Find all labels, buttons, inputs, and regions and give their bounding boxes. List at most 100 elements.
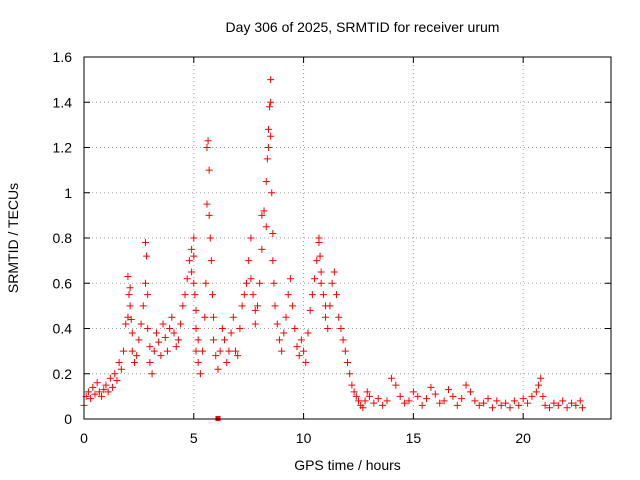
data-point bbox=[229, 313, 237, 321]
data-point bbox=[212, 352, 220, 360]
data-point bbox=[339, 336, 347, 344]
data-point bbox=[266, 103, 274, 111]
data-point bbox=[510, 397, 518, 405]
data-point bbox=[383, 397, 391, 405]
data-point bbox=[431, 390, 439, 398]
data-point bbox=[374, 395, 382, 403]
data-point bbox=[453, 401, 461, 409]
data-point bbox=[291, 325, 299, 332]
data-point bbox=[100, 386, 108, 394]
x-tick-label: 0 bbox=[80, 430, 88, 446]
data-point bbox=[131, 358, 139, 366]
data-points bbox=[80, 76, 586, 421]
data-point bbox=[260, 207, 268, 215]
data-point bbox=[405, 397, 413, 405]
data-point bbox=[115, 358, 123, 366]
data-point bbox=[206, 234, 214, 242]
data-point bbox=[271, 302, 279, 310]
data-point bbox=[203, 144, 211, 151]
data-point bbox=[95, 388, 103, 396]
y-tick-label: 0 bbox=[64, 411, 72, 427]
data-point bbox=[333, 291, 341, 299]
data-point bbox=[316, 252, 324, 260]
data-point bbox=[346, 370, 354, 378]
data-point bbox=[188, 268, 196, 276]
data-point bbox=[436, 399, 444, 407]
data-point bbox=[166, 325, 174, 332]
data-point bbox=[106, 374, 114, 382]
data-point bbox=[350, 388, 358, 396]
data-point bbox=[218, 325, 226, 332]
data-point bbox=[488, 404, 496, 412]
data-point bbox=[144, 291, 152, 299]
data-point bbox=[152, 329, 160, 337]
data-point bbox=[363, 388, 371, 396]
data-point bbox=[236, 325, 244, 332]
x-tick-label: 20 bbox=[515, 430, 531, 446]
data-point bbox=[127, 315, 135, 323]
data-point bbox=[264, 144, 272, 151]
data-point bbox=[418, 401, 426, 409]
data-point bbox=[128, 329, 136, 337]
data-point bbox=[484, 395, 492, 403]
data-point bbox=[458, 395, 466, 403]
data-point bbox=[278, 347, 286, 355]
data-point bbox=[185, 257, 193, 265]
data-point bbox=[524, 399, 532, 407]
data-point bbox=[201, 313, 209, 321]
data-point bbox=[113, 377, 121, 385]
data-point bbox=[554, 401, 562, 409]
data-point bbox=[352, 392, 360, 400]
data-point bbox=[192, 306, 200, 314]
x-tick-label: 15 bbox=[406, 430, 422, 446]
data-point bbox=[541, 401, 549, 409]
data-point bbox=[567, 399, 575, 407]
data-point bbox=[170, 329, 178, 337]
data-point bbox=[227, 329, 235, 337]
data-point bbox=[104, 388, 112, 396]
data-point bbox=[247, 234, 255, 242]
data-point bbox=[262, 177, 270, 185]
data-point bbox=[344, 358, 351, 366]
data-point bbox=[159, 320, 167, 328]
data-point bbox=[172, 343, 180, 351]
y-tick-label: 1.4 bbox=[53, 94, 73, 110]
data-point bbox=[396, 392, 404, 400]
data-point bbox=[270, 279, 278, 287]
data-point bbox=[87, 395, 95, 403]
data-point bbox=[337, 325, 345, 332]
data-point bbox=[141, 239, 149, 247]
data-point bbox=[216, 347, 224, 355]
data-point bbox=[251, 306, 259, 314]
data-point bbox=[324, 325, 332, 332]
data-point bbox=[319, 291, 327, 299]
data-point bbox=[263, 155, 271, 163]
data-point bbox=[282, 313, 290, 321]
data-point bbox=[280, 329, 288, 337]
y-tick-label: 1.6 bbox=[53, 49, 73, 65]
data-point bbox=[125, 291, 133, 299]
y-tick-label: 0.2 bbox=[53, 366, 73, 382]
data-point bbox=[268, 189, 276, 197]
data-point bbox=[328, 279, 336, 287]
data-point bbox=[194, 336, 202, 344]
data-point bbox=[267, 76, 275, 84]
data-point bbox=[348, 381, 356, 389]
data-point bbox=[284, 291, 292, 299]
data-point bbox=[401, 399, 409, 407]
data-point bbox=[194, 358, 202, 366]
y-tick-label: 0.8 bbox=[53, 230, 73, 246]
data-point bbox=[302, 358, 310, 366]
data-point bbox=[365, 392, 373, 400]
data-point bbox=[440, 397, 448, 405]
data-point bbox=[191, 291, 199, 299]
data-point bbox=[192, 325, 200, 332]
data-point bbox=[188, 245, 196, 253]
data-point bbox=[174, 336, 182, 344]
data-point bbox=[133, 352, 141, 360]
data-point bbox=[126, 284, 134, 292]
data-point bbox=[190, 252, 198, 260]
data-point bbox=[335, 313, 343, 321]
data-point bbox=[214, 365, 222, 373]
